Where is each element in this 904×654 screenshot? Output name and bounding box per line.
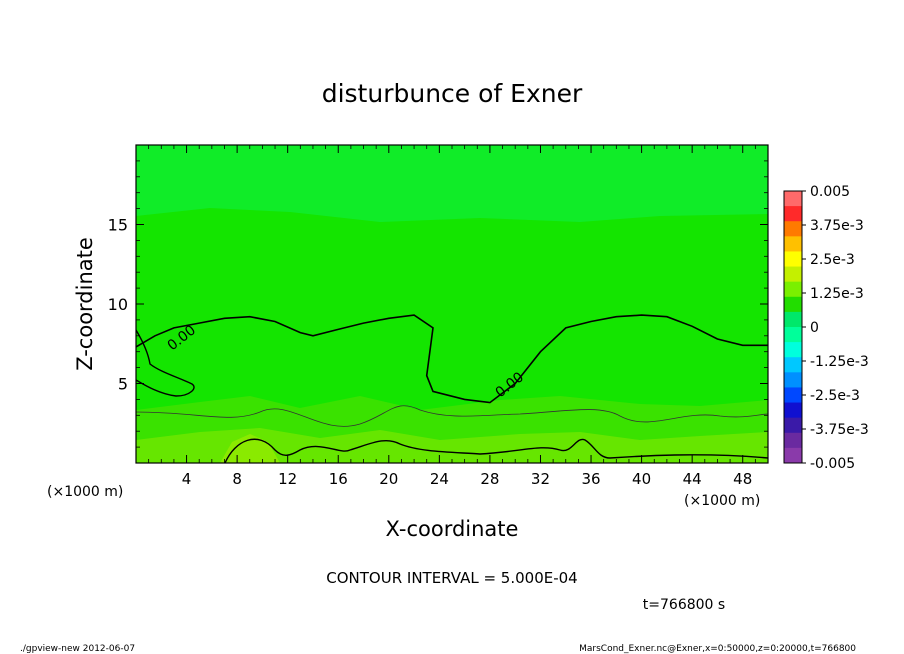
colorbar-segment bbox=[784, 206, 802, 222]
colorbar-segment bbox=[784, 432, 802, 449]
colorbar-segment bbox=[784, 327, 802, 343]
colorbar-label: -3.75e-3 bbox=[810, 422, 869, 438]
colorbar-segment bbox=[784, 236, 802, 252]
colorbar-label: 1.25e-3 bbox=[810, 286, 864, 302]
field-band-upper bbox=[136, 145, 768, 222]
colorbar-segment bbox=[784, 417, 802, 434]
y-tick-label: 5 bbox=[118, 375, 128, 394]
y-tick-label: 10 bbox=[108, 295, 128, 314]
x-tick-label: 44 bbox=[683, 470, 702, 488]
colorbar-label: -0.005 bbox=[810, 456, 855, 472]
x-tick-label: 24 bbox=[430, 470, 449, 488]
colorbar-segment bbox=[784, 281, 802, 298]
footer-right: MarsCond_Exner.nc@Exner,x=0:50000,z=0:20… bbox=[579, 644, 856, 654]
colorbar-label: 2.5e-3 bbox=[810, 252, 855, 268]
colorbar-label: 0.005 bbox=[810, 184, 850, 200]
colorbar-segment bbox=[784, 342, 802, 358]
colorbar-segment bbox=[784, 191, 802, 207]
contour-interval-text: CONTOUR INTERVAL = 5.000E-04 bbox=[326, 569, 577, 587]
contour-loop-left bbox=[136, 329, 195, 397]
colorbar-segment bbox=[784, 311, 802, 328]
colorbar-label: -2.5e-3 bbox=[810, 388, 860, 404]
y-axis-label: Z-coordinate bbox=[73, 237, 97, 371]
contour-lower bbox=[136, 405, 768, 427]
footer-left: ./gpview-new 2012-06-07 bbox=[20, 644, 135, 654]
colorbar-label: 0 bbox=[810, 320, 819, 336]
colorbar-segment bbox=[784, 251, 802, 268]
x-unit-label-right: (×1000 m) bbox=[684, 493, 760, 509]
x-axis: 4 8 12 16 20 24 28 32 36 40 44 48 bbox=[148, 145, 756, 488]
colorbar-segment bbox=[784, 447, 802, 464]
x-axis-label: X-coordinate bbox=[386, 517, 519, 541]
colorbar-segment bbox=[784, 266, 802, 283]
plot-area bbox=[136, 145, 768, 463]
x-tick-label: 28 bbox=[480, 470, 499, 488]
colorbar-frame bbox=[783, 190, 803, 464]
zero-contour-line bbox=[136, 314, 768, 404]
x-tick-label: 48 bbox=[733, 470, 752, 488]
colorbar-label: -1.25e-3 bbox=[810, 354, 869, 370]
colorbar-segment bbox=[784, 387, 802, 404]
y-tick-label: 15 bbox=[108, 216, 128, 235]
chart-title: disturbunce of Exner bbox=[322, 79, 583, 108]
x-tick-label: 20 bbox=[379, 470, 398, 488]
colorbar-segment bbox=[784, 402, 802, 419]
x-tick-label: 12 bbox=[278, 470, 297, 488]
x-tick-label: 4 bbox=[182, 470, 192, 488]
x-unit-label-left: (×1000 m) bbox=[47, 484, 123, 500]
y-axis: 5 10 15 bbox=[108, 160, 768, 448]
colorbar-segment bbox=[784, 372, 802, 388]
colorbar-segment bbox=[784, 221, 802, 237]
contour-bottom bbox=[224, 438, 768, 463]
colorbar-segment bbox=[784, 357, 802, 373]
colorbar: 0.005 3.75e-3 2.5e-3 1.25e-3 0 -1.25e-3 -2.5e-… bbox=[784, 184, 869, 472]
x-tick-label: 16 bbox=[329, 470, 348, 488]
x-tick-label: 40 bbox=[632, 470, 651, 488]
x-tick-label: 32 bbox=[531, 470, 550, 488]
colorbar-segment bbox=[784, 296, 802, 313]
field-band-bottom bbox=[136, 428, 768, 463]
x-tick-label: 36 bbox=[581, 470, 600, 488]
colorbar-label: 3.75e-3 bbox=[810, 218, 864, 234]
x-tick-label: 8 bbox=[232, 470, 242, 488]
time-text: t=766800 s bbox=[643, 597, 725, 613]
